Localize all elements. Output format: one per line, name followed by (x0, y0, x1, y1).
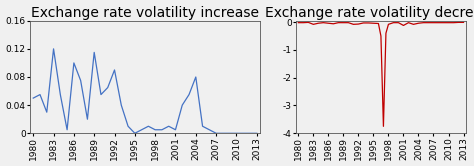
Title: Exchange rate volatility decrease: Exchange rate volatility decrease (264, 5, 474, 20)
Title: Exchange rate volatility increase: Exchange rate volatility increase (31, 5, 259, 20)
